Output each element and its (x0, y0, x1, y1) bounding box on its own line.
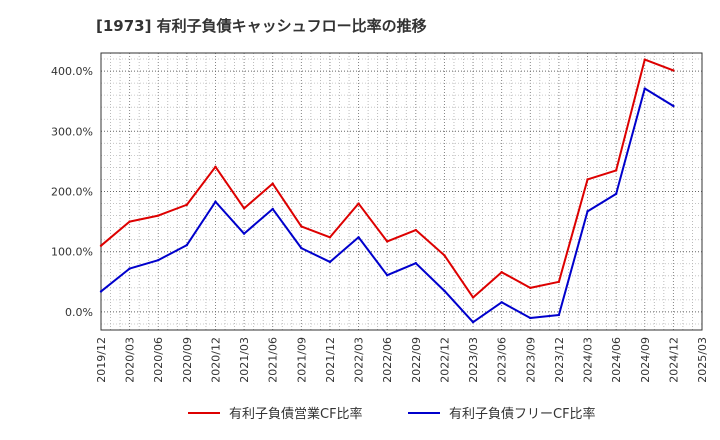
data-point-1 (500, 270, 503, 274)
data-point-1 (271, 182, 274, 185)
y-tick-label: 0.0% (65, 306, 93, 319)
x-tick-label: 2021/12 (324, 337, 337, 383)
y-tick-label: 200.0% (51, 186, 93, 199)
data-point-2 (471, 320, 475, 324)
data-point-1 (214, 165, 217, 169)
data-point-2 (128, 267, 131, 270)
data-point-1 (300, 225, 303, 228)
x-tick-label: 2021/06 (267, 337, 280, 383)
data-point-1 (614, 169, 618, 172)
data-point-2 (300, 246, 303, 250)
data-point-2 (414, 261, 418, 265)
data-point-2 (242, 232, 246, 235)
data-point-1 (385, 240, 389, 243)
plot-area: 0.0% 100.0% 200.0% 300.0% 400.0% 2019/12 2020/… (51, 52, 709, 383)
data-point-1 (557, 280, 561, 284)
data-point-1 (643, 58, 646, 61)
data-point-2 (500, 301, 503, 304)
y-tick-label: 400.0% (51, 65, 93, 78)
x-tick-label: 2020/09 (181, 337, 194, 383)
legend: 有利子負債営業CF比率 有利子負債フリーCF比率 (188, 406, 596, 422)
x-tick-label: 2020/12 (209, 337, 222, 383)
data-point-1 (443, 254, 446, 257)
data-point-2 (99, 290, 103, 293)
x-tick-label: 2021/03 (238, 337, 251, 383)
y-tick-label: 100.0% (51, 246, 93, 259)
data-point-2 (614, 192, 618, 196)
x-tick-label: 2022/09 (410, 337, 423, 383)
chart-title: [1973] 有利子負債キャッシュフロー比率の推移 (96, 17, 427, 35)
data-point-1 (99, 244, 103, 247)
data-point-2 (157, 258, 160, 262)
data-point-2 (443, 289, 446, 293)
x-tick-label: 2020/03 (124, 337, 137, 383)
data-point-2 (557, 313, 561, 317)
data-point-2 (586, 210, 589, 213)
data-point-2 (385, 274, 389, 277)
legend-label-1: 有利子負債営業CF比率 (229, 406, 363, 422)
data-point-1 (529, 286, 532, 290)
data-point-2 (185, 243, 189, 247)
y-tick-label: 300.0% (51, 125, 93, 138)
data-point-2 (214, 200, 217, 203)
data-point-2 (328, 260, 332, 264)
x-tick-label: 2022/06 (381, 337, 394, 383)
data-point-1 (242, 207, 246, 210)
x-tick-label: 2023/12 (553, 337, 566, 383)
x-tick-label: 2024/06 (610, 337, 623, 383)
data-point-1 (672, 69, 675, 72)
data-point-1 (414, 228, 418, 232)
x-tick-label: 2023/06 (496, 337, 509, 383)
x-tick-label: 2025/03 (696, 337, 709, 383)
x-tick-label: 2024/09 (639, 337, 652, 383)
data-point-1 (471, 296, 475, 299)
x-tick-label: 2023/03 (467, 337, 480, 383)
x-tick-label: 2019/12 (95, 337, 108, 383)
x-tick-label: 2022/03 (353, 337, 366, 383)
x-tick-label: 2020/06 (152, 337, 165, 383)
data-point-1 (128, 220, 131, 223)
data-point-2 (357, 236, 360, 239)
data-point-1 (328, 236, 332, 239)
data-point-2 (271, 207, 274, 211)
x-tick-label: 2023/09 (524, 337, 537, 383)
data-point-2 (672, 104, 675, 108)
legend-label-2: 有利子負債フリーCF比率 (449, 406, 596, 422)
data-point-1 (586, 178, 589, 181)
data-point-1 (157, 214, 160, 217)
x-tick-label: 2021/09 (295, 337, 308, 383)
data-point-2 (643, 87, 646, 90)
data-point-1 (357, 202, 360, 205)
x-tick-label: 2022/12 (438, 337, 451, 383)
x-tick-label: 2024/03 (582, 337, 595, 383)
plot-frame (100, 52, 703, 331)
data-point-1 (185, 203, 189, 206)
x-tick-label: 2024/12 (667, 337, 680, 383)
data-point-2 (529, 316, 532, 320)
